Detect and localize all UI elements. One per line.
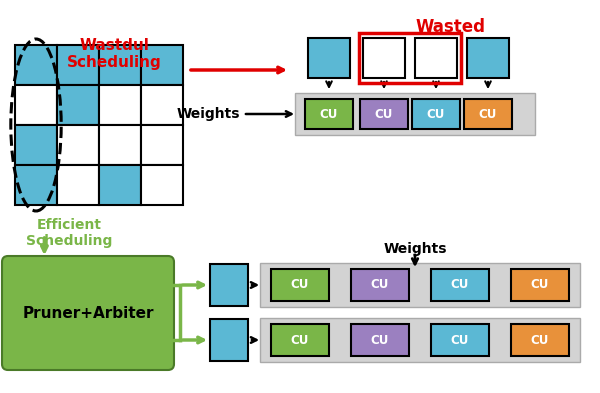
Bar (308, 38, 350, 78)
Bar (467, 38, 509, 78)
Text: Pruner+Arbiter: Pruner+Arbiter (22, 305, 154, 321)
Text: CU: CU (320, 108, 338, 121)
Bar (99, 125, 141, 165)
Text: Wastdul
Scheduling: Wastdul Scheduling (67, 38, 161, 70)
Bar (15, 165, 57, 205)
Bar (99, 85, 141, 125)
Bar (305, 99, 353, 129)
Bar (15, 85, 57, 125)
Text: CU: CU (451, 279, 469, 292)
Bar (271, 269, 329, 301)
Text: Wasted: Wasted (415, 18, 485, 36)
Bar (359, 33, 461, 83)
Bar (15, 45, 57, 85)
Bar (57, 125, 99, 165)
Bar (412, 99, 460, 129)
Bar (431, 269, 489, 301)
Bar (99, 45, 141, 85)
Bar (511, 324, 569, 356)
Bar (431, 324, 489, 356)
Bar (351, 269, 409, 301)
Text: Weights: Weights (176, 107, 240, 121)
Text: CU: CU (371, 279, 389, 292)
Text: Efficient
Scheduling: Efficient Scheduling (26, 218, 113, 248)
Bar (99, 165, 141, 205)
Bar (271, 324, 329, 356)
Bar (415, 38, 457, 78)
Text: CU: CU (371, 334, 389, 347)
Bar (511, 269, 569, 301)
Bar (141, 85, 183, 125)
Text: CU: CU (291, 334, 309, 347)
Bar (57, 45, 99, 85)
Bar (15, 125, 57, 165)
Text: CU: CU (291, 279, 309, 292)
FancyBboxPatch shape (2, 256, 174, 370)
Bar (141, 165, 183, 205)
Bar (57, 165, 99, 205)
Bar (360, 99, 408, 129)
Text: CU: CU (427, 108, 445, 121)
Bar (57, 85, 99, 125)
Text: CU: CU (531, 279, 549, 292)
Bar (141, 45, 183, 85)
Text: Weights: Weights (383, 242, 447, 256)
Bar (363, 38, 405, 78)
Bar (464, 99, 512, 129)
Text: CU: CU (451, 334, 469, 347)
Text: CU: CU (375, 108, 393, 121)
Text: CU: CU (479, 108, 497, 121)
Bar (260, 318, 580, 362)
Bar (141, 125, 183, 165)
Text: CU: CU (531, 334, 549, 347)
Bar (351, 324, 409, 356)
Bar (260, 263, 580, 307)
Bar (210, 319, 248, 361)
Bar (295, 93, 535, 135)
Bar (210, 264, 248, 306)
